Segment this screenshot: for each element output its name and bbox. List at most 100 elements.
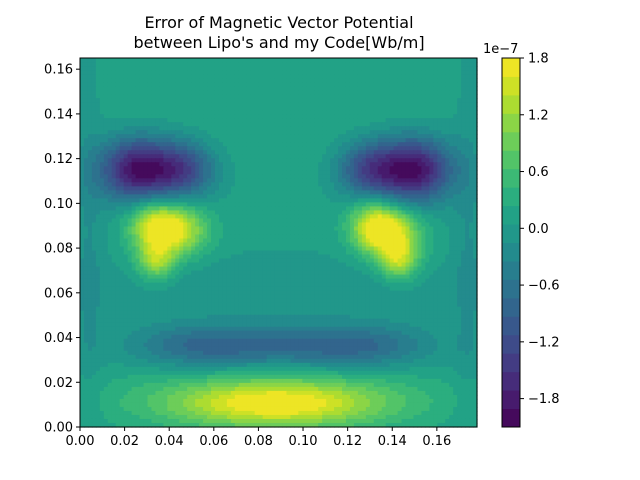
contour-cell	[342, 226, 347, 232]
contour-cell	[441, 226, 446, 232]
contour-cell	[409, 66, 415, 71]
contour-cell	[103, 82, 109, 87]
contour-cell	[365, 86, 371, 91]
contour-cell	[465, 134, 470, 139]
contour-cell	[258, 118, 264, 123]
contour-cell	[214, 178, 220, 183]
contour-cell	[103, 58, 109, 63]
contour-cell	[314, 146, 319, 151]
contour-cell	[377, 254, 383, 260]
contour-cell	[377, 186, 383, 191]
contour-cell	[119, 134, 125, 139]
contour-cell	[330, 242, 335, 248]
contour-cell	[238, 194, 244, 199]
contour-cell	[191, 230, 196, 236]
contour-cell	[151, 194, 157, 199]
contour-cell	[111, 74, 117, 79]
contour-cell	[425, 150, 430, 155]
contour-cell	[298, 202, 303, 207]
contour-cell	[91, 118, 97, 123]
contour-cell	[425, 238, 430, 244]
contour-cell	[429, 110, 434, 115]
contour-cell	[361, 142, 367, 147]
contour-cell	[230, 138, 236, 143]
contour-cell	[389, 118, 395, 123]
contour-cell	[175, 142, 180, 147]
contour-cell	[409, 178, 415, 183]
contour-cell	[111, 82, 117, 87]
contour-cell	[365, 238, 371, 244]
contour-cell	[195, 226, 200, 232]
contour-cell	[322, 242, 327, 248]
contour-cell	[349, 222, 355, 228]
contour-cell	[103, 142, 109, 147]
contour-cell	[381, 198, 387, 203]
contour-cell	[294, 150, 299, 155]
contour-cell	[361, 246, 367, 252]
contour-cell	[457, 94, 462, 99]
contour-cell	[453, 62, 458, 67]
contour-cell	[421, 134, 426, 139]
contour-cell	[258, 78, 264, 83]
contour-cell	[385, 166, 391, 171]
contour-cell	[254, 126, 260, 131]
contour-cell	[334, 66, 339, 71]
contour-cell	[441, 158, 446, 163]
contour-cell	[445, 218, 450, 224]
contour-cell	[207, 78, 212, 83]
contour-cell	[123, 122, 129, 127]
contour-cell	[429, 74, 434, 79]
contour-cell	[401, 162, 407, 167]
contour-cell	[242, 230, 248, 236]
contour-cell	[437, 106, 442, 111]
contour-cell	[274, 198, 280, 203]
contour-cell	[345, 94, 351, 99]
contour-cell	[290, 162, 295, 167]
contour-cell	[155, 94, 160, 99]
contour-cell	[179, 178, 184, 183]
contour-cell	[123, 70, 129, 75]
contour-cell	[111, 202, 117, 207]
contour-cell	[262, 98, 268, 103]
contour-cell	[465, 78, 470, 83]
contour-cell	[334, 82, 339, 87]
contour-cell	[87, 246, 93, 252]
contour-cell	[349, 242, 355, 248]
contour-cell	[155, 90, 160, 95]
contour-cell	[258, 130, 264, 135]
contour-cell	[187, 214, 192, 220]
contour-cell	[302, 118, 307, 123]
contour-cell	[238, 86, 244, 91]
contour-cell	[302, 94, 307, 99]
contour-cell	[163, 94, 168, 99]
contour-cell	[445, 58, 450, 63]
contour-cell	[397, 234, 403, 240]
contour-cell	[80, 138, 85, 143]
contour-cell	[147, 130, 153, 135]
contour-cell	[274, 86, 280, 91]
contour-cell	[409, 102, 415, 107]
contour-cell	[286, 246, 292, 252]
contour-cell	[385, 230, 391, 236]
contour-cell	[465, 154, 470, 159]
contour-cell	[278, 90, 284, 95]
contour-cell	[167, 234, 172, 240]
contour-cell	[254, 222, 260, 228]
contour-cell	[302, 126, 307, 131]
contour-cell	[183, 58, 188, 63]
contour-cell	[135, 186, 141, 191]
contour-cell	[191, 162, 196, 167]
contour-cell	[199, 98, 204, 103]
contour-cell	[425, 170, 430, 175]
contour-cell	[306, 186, 311, 191]
contour-cell	[91, 206, 97, 212]
contour-cell	[266, 66, 272, 71]
contour-cell	[83, 114, 89, 119]
contour-cell	[429, 234, 434, 240]
contour-cell	[338, 162, 343, 167]
contour-cell	[417, 246, 423, 252]
contour-cell	[365, 150, 371, 155]
contour-cell	[262, 214, 268, 220]
contour-cell	[230, 110, 236, 115]
contour-cell	[441, 86, 446, 91]
